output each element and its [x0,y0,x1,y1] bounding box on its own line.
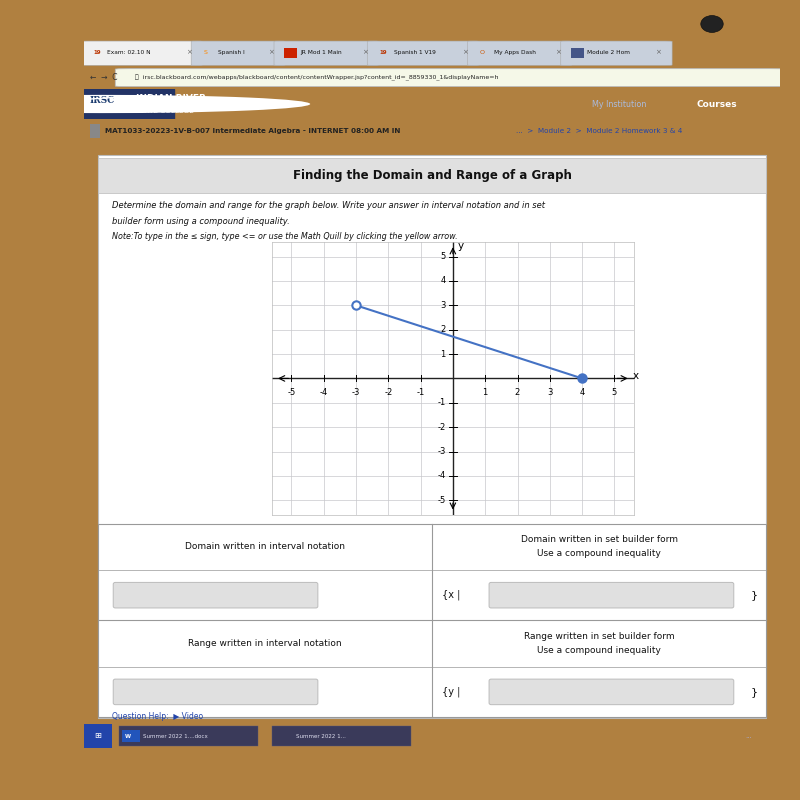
Circle shape [701,15,723,32]
Text: My Institution: My Institution [592,99,646,109]
FancyBboxPatch shape [561,41,672,66]
FancyBboxPatch shape [367,41,478,66]
Text: -2: -2 [384,388,392,397]
Text: Summer 2022 1....docx: Summer 2022 1....docx [143,734,208,738]
Text: Domain written in set builder form: Domain written in set builder form [521,535,678,544]
Text: y: y [458,241,464,250]
Text: x: x [632,371,638,381]
Text: O: O [480,50,485,55]
Text: 4: 4 [441,277,446,286]
Text: -3: -3 [438,447,446,456]
Text: ×: × [186,50,191,56]
Bar [571,48,584,58]
Text: Exam: 02.10 N: Exam: 02.10 N [107,50,150,55]
Text: 2: 2 [441,325,446,334]
Bar [285,48,297,58]
Text: 19: 19 [380,50,387,55]
Text: 5: 5 [612,388,617,397]
Text: IRSC: IRSC [90,96,115,105]
Text: Determine the domain and range for the graph below. Write your answer in interva: Determine the domain and range for the g… [112,202,545,210]
Text: ⊞: ⊞ [94,731,102,741]
Text: 19: 19 [93,50,101,55]
Text: STATE COLLEGE: STATE COLLEGE [136,108,194,114]
Text: Domain written in interval notation: Domain written in interval notation [185,542,345,551]
Text: Courses: Courses [697,99,737,109]
Text: ×: × [655,50,662,56]
Text: Range written in interval notation: Range written in interval notation [188,639,342,648]
Bar [98,158,766,193]
Text: Spanish I: Spanish I [218,50,244,55]
FancyBboxPatch shape [489,679,734,705]
Text: }: } [750,687,758,697]
Bar [122,730,140,742]
Text: Summer 2022 1...: Summer 2022 1... [296,734,346,738]
Text: Spanish 1 V19: Spanish 1 V19 [394,50,435,55]
Text: MAT1033-20223-1V-B-007 Intermediate Algebra - INTERNET 08:00 AM IN: MAT1033-20223-1V-B-007 Intermediate Alge… [105,128,400,134]
Text: 1: 1 [441,350,446,358]
Polygon shape [84,89,174,119]
Text: JR Mod 1 Main: JR Mod 1 Main [301,50,342,55]
Text: Finding the Domain and Range of a Graph: Finding the Domain and Range of a Graph [293,169,571,182]
Text: 4: 4 [579,388,585,397]
Text: -3: -3 [352,388,360,397]
Text: W: W [125,734,131,738]
Text: ×: × [362,50,367,56]
Bar [90,124,100,138]
Text: ×: × [269,50,274,56]
Text: {y |: {y | [442,686,461,697]
Text: 2: 2 [515,388,520,397]
Text: 3: 3 [440,301,446,310]
Text: 3: 3 [547,388,553,397]
Text: 1: 1 [482,388,488,397]
Text: -4: -4 [438,471,446,481]
Text: Note:To type in the ≤ sign, type <= or use the Math Quill by clicking the yellow: Note:To type in the ≤ sign, type <= or u… [112,232,458,241]
Text: Module 2 Hom: Module 2 Hom [587,50,630,55]
Bar [98,524,766,717]
FancyBboxPatch shape [489,582,734,608]
FancyBboxPatch shape [191,41,285,66]
Text: Range written in set builder form: Range written in set builder form [524,632,674,641]
Text: -4: -4 [319,388,328,397]
Circle shape [0,95,310,113]
Text: 🔒  irsc.blackboard.com/webapps/blackboard/content/contentWrapper.jsp?content_id=: 🔒 irsc.blackboard.com/webapps/blackboard… [135,74,498,81]
FancyBboxPatch shape [114,582,318,608]
Text: -5: -5 [438,496,446,505]
Text: My Apps Dash: My Apps Dash [494,50,536,55]
Text: builder form using a compound inequality.: builder form using a compound inequality… [112,217,290,226]
Text: ...  >  Module 2  >  Module 2 Homework 3 & 4: ... > Module 2 > Module 2 Homework 3 & 4 [515,128,682,134]
Text: }: } [750,590,758,600]
Text: {x |: {x | [442,590,461,601]
FancyBboxPatch shape [467,41,572,66]
Text: Use a compound inequality: Use a compound inequality [537,646,661,655]
Bar [119,726,258,746]
Text: ×: × [555,50,561,56]
Text: S: S [204,50,207,55]
Bar [84,724,112,748]
Text: -2: -2 [438,422,446,432]
FancyBboxPatch shape [115,69,783,86]
Text: ×: × [462,50,468,56]
Text: -1: -1 [417,388,425,397]
Text: ←  →  C: ← → C [90,73,117,82]
FancyBboxPatch shape [114,679,318,705]
Bar [272,726,411,746]
Text: 5: 5 [441,252,446,261]
Text: INDIAN RIVER: INDIAN RIVER [136,94,206,103]
Text: ...: ... [746,733,752,739]
Text: -5: -5 [287,388,295,397]
FancyBboxPatch shape [274,41,378,66]
Text: -1: -1 [438,398,446,407]
Text: Question Help:  ▶ Video: Question Help: ▶ Video [112,712,203,721]
Text: Use a compound inequality: Use a compound inequality [537,550,661,558]
FancyBboxPatch shape [81,41,202,66]
